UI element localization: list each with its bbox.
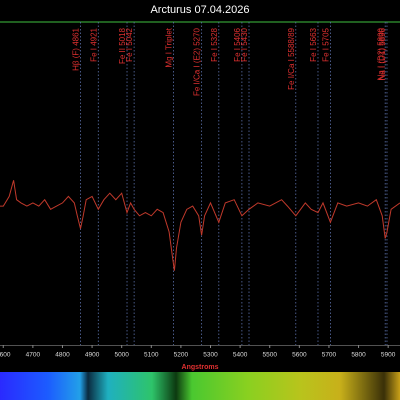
x-tick-label: 5700 bbox=[322, 352, 337, 359]
spectrum-line bbox=[0, 180, 400, 271]
x-tick-label: 4800 bbox=[55, 352, 70, 359]
reference-label: Fe I/Ca I 5588/89 bbox=[287, 27, 296, 89]
x-tick-label: 5000 bbox=[114, 352, 129, 359]
reference-label: Fe I 5406 bbox=[233, 27, 242, 61]
reference-label: Hβ (F) 4861 bbox=[72, 27, 81, 70]
x-axis bbox=[0, 345, 400, 346]
spectrum-strip bbox=[0, 372, 400, 400]
x-tick-label: 5800 bbox=[351, 352, 366, 359]
x-axis-label: Angstroms bbox=[182, 364, 219, 371]
reference-label: Fe I 5663 bbox=[309, 27, 318, 61]
chart-title: Arcturus 07.04.2026 bbox=[150, 4, 249, 16]
reference-label: Fe I 4921 bbox=[89, 27, 98, 61]
reference-label: Fe I 5328 bbox=[210, 27, 219, 61]
reference-label: Fe I/Ca I (E2) 5270 bbox=[193, 27, 202, 96]
x-tick-label: 5500 bbox=[262, 352, 277, 359]
reference-label: Mg I Triplet bbox=[165, 27, 174, 67]
x-tick-label: 5900 bbox=[381, 352, 396, 359]
reference-label: Fe I 5705 bbox=[322, 27, 331, 61]
x-tick-label: 4900 bbox=[85, 352, 100, 359]
reference-label: Fe II 5018 bbox=[118, 27, 127, 64]
x-tick-label: 5200 bbox=[174, 352, 189, 359]
reference-label: Fe I 5042 bbox=[125, 27, 134, 61]
x-tick-label: 4600 bbox=[0, 352, 11, 359]
x-tick-label: 5400 bbox=[233, 352, 248, 359]
reference-label: Na I (D2) 5890 bbox=[376, 27, 385, 80]
reference-label: Fe I 5430 bbox=[240, 27, 249, 61]
x-tick-label: 5300 bbox=[203, 352, 218, 359]
x-tick-label: 5100 bbox=[144, 352, 159, 359]
x-tick-label: 4700 bbox=[26, 352, 41, 359]
x-tick-label: 5600 bbox=[292, 352, 307, 359]
reference-label: Na I (D1) 5896 bbox=[378, 27, 387, 80]
